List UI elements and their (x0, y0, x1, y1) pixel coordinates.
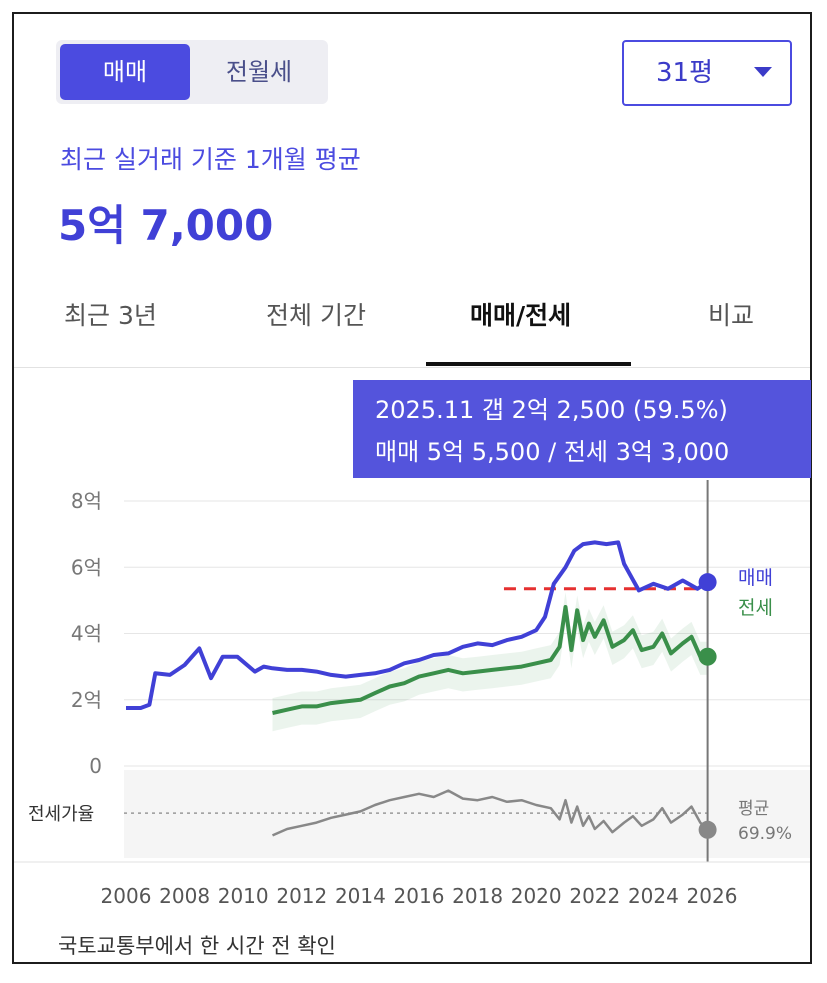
y-tick-label-0: 0 (89, 754, 102, 778)
y-tick-label-1: 2억 (71, 688, 102, 712)
price-chart: 0 2억 4억 6억 8억 매매 전세 전세가율 평균 69.9% 2006 2008 20… (14, 480, 810, 908)
jeonse-range-band (272, 592, 708, 732)
size-dropdown[interactable]: 31평 (622, 40, 792, 106)
y-tick-label-4: 8억 (71, 489, 102, 513)
sale-highlight-point[interactable] (698, 573, 717, 592)
sale-series-line (126, 540, 709, 710)
average-price: 5억 7,000 (58, 201, 274, 250)
size-dropdown-value: 31평 (656, 58, 714, 88)
hover-tooltip: 2025.11 갭 2억 2,500 (59.5%) 매매 5억 5,500 /… (353, 380, 811, 478)
ratio-average-label: 평균 (738, 799, 769, 819)
y-tick-label-2: 4억 (71, 622, 102, 646)
x-tick-label-9: 2024 (628, 884, 679, 908)
x-tick-label-7: 2020 (511, 884, 562, 908)
sale-toggle-button[interactable]: 매매 (60, 44, 190, 100)
jeonse-series-line (272, 605, 708, 715)
tab-all-period[interactable]: 전체 기간 (266, 301, 366, 330)
tab-sale-jeonse[interactable]: 매매/전세 (470, 301, 572, 330)
x-tick-label-1: 2008 (159, 884, 210, 908)
trade-type-toggle: 매매 전월세 (56, 40, 328, 104)
x-tick-label-3: 2012 (276, 884, 327, 908)
tooltip-price-line: 매매 5억 5,500 / 전세 3억 3,000 (375, 438, 730, 466)
ratio-axis-label: 전세가율 (28, 804, 94, 825)
x-tick-label-6: 2018 (452, 884, 503, 908)
rent-toggle-button[interactable]: 전월세 (225, 58, 293, 86)
tabs-divider (14, 367, 810, 368)
tooltip-gap-line: 2025.11 갭 2억 2,500 (59.5%) (375, 396, 728, 424)
data-source-note: 국토교통부에서 한 시간 전 확인 (58, 934, 336, 958)
y-tick-label-3: 6억 (71, 555, 102, 579)
jeonse-highlight-point[interactable] (698, 647, 717, 666)
tab-compare[interactable]: 비교 (708, 301, 755, 330)
tab-recent-3-years[interactable]: 최근 3년 (64, 301, 157, 330)
x-tick-label-5: 2016 (394, 884, 445, 908)
ratio-highlight-point[interactable] (698, 820, 717, 839)
price-basis-label: 최근 실거래 기준 1개월 평균 (60, 145, 361, 174)
jeonse-end-label: 전세 (738, 597, 773, 619)
x-tick-label-0: 2006 (101, 884, 152, 908)
ratio-average-value: 69.9% (738, 824, 792, 844)
x-tick-label-8: 2022 (569, 884, 620, 908)
active-tab-indicator (426, 362, 631, 366)
sale-end-label: 매매 (738, 567, 773, 589)
x-tick-label-4: 2014 (335, 884, 386, 908)
x-tick-label-2: 2010 (218, 884, 269, 908)
x-tick-label-10: 2026 (687, 884, 738, 908)
ratio-series-line (271, 789, 709, 837)
caret-down-icon (754, 67, 772, 77)
